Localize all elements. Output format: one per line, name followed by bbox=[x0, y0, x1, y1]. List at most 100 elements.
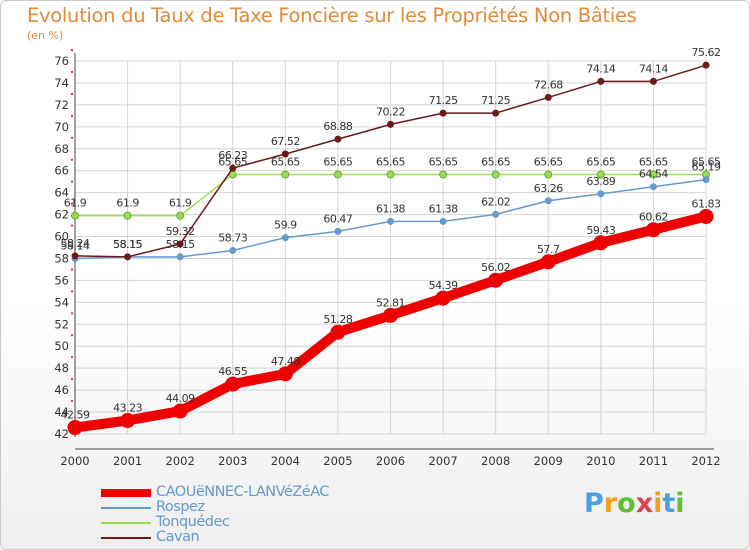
data-label: 72.68 bbox=[534, 78, 563, 91]
data-label: 60.62 bbox=[639, 211, 668, 224]
data-point bbox=[540, 254, 556, 270]
y-minor-tick bbox=[71, 180, 73, 183]
proxiti-logo: Proxiti bbox=[584, 488, 685, 519]
data-label: 75.62 bbox=[692, 46, 721, 59]
data-point bbox=[596, 170, 605, 179]
data-label: 61.9 bbox=[64, 197, 87, 210]
data-point bbox=[172, 403, 188, 419]
data-point bbox=[71, 252, 79, 260]
x-tick-label: 2006 bbox=[376, 454, 405, 468]
y-minor-tick bbox=[71, 92, 73, 95]
data-label: 65.65 bbox=[639, 156, 668, 169]
data-point bbox=[281, 170, 290, 179]
y-minor-tick bbox=[71, 136, 73, 139]
y-tick-label: 48 bbox=[54, 361, 69, 375]
data-label: 66.23 bbox=[218, 149, 247, 162]
legend-label: Cavan bbox=[156, 529, 200, 545]
x-tick-label: 2000 bbox=[60, 454, 89, 468]
data-label: 65.19 bbox=[692, 161, 721, 174]
data-point bbox=[649, 77, 657, 85]
data-label: 65.65 bbox=[586, 156, 615, 169]
y-tick-label: 68 bbox=[54, 142, 69, 156]
data-label: 70.22 bbox=[376, 105, 405, 118]
data-label: 61.38 bbox=[429, 202, 458, 215]
data-point bbox=[225, 376, 241, 392]
data-label: 65.65 bbox=[323, 156, 352, 169]
data-label: 65.65 bbox=[534, 156, 563, 169]
data-point bbox=[124, 253, 132, 261]
y-tick-label: 70 bbox=[54, 120, 69, 134]
data-label: 56.02 bbox=[481, 261, 510, 274]
data-point bbox=[120, 413, 136, 429]
data-point bbox=[597, 77, 605, 85]
data-label: 62.02 bbox=[481, 195, 510, 208]
data-label: 58.15 bbox=[113, 238, 142, 251]
data-point bbox=[330, 324, 346, 340]
logo-letter: r bbox=[603, 488, 618, 519]
y-minor-tick bbox=[71, 114, 73, 117]
legend-swatch bbox=[101, 522, 151, 524]
data-point bbox=[544, 197, 552, 205]
data-point bbox=[439, 109, 447, 117]
chart-subtitle: (en %) bbox=[27, 29, 64, 42]
data-label: 58.15 bbox=[113, 238, 142, 251]
logo-letter: i bbox=[653, 488, 663, 519]
data-point bbox=[649, 183, 657, 191]
data-label: 58.73 bbox=[218, 231, 247, 244]
data-label: 60.47 bbox=[323, 212, 352, 225]
data-label: 42.59 bbox=[61, 409, 90, 422]
y-minor-tick bbox=[71, 334, 73, 337]
x-tick-label: 2005 bbox=[323, 454, 352, 468]
y-tick-label: 42 bbox=[54, 427, 69, 441]
y-minor-tick bbox=[71, 202, 73, 205]
data-point bbox=[698, 208, 714, 224]
logo-letter: o bbox=[617, 488, 636, 519]
data-point bbox=[229, 164, 237, 172]
data-point bbox=[386, 170, 395, 179]
y-tick-label: 60 bbox=[54, 230, 69, 244]
data-point bbox=[544, 170, 553, 179]
data-label: 44.09 bbox=[166, 392, 195, 405]
data-point bbox=[435, 290, 451, 306]
legend-label: CAOUëNNEC-LANVéZéAC bbox=[156, 484, 329, 500]
data-label: 46.55 bbox=[218, 365, 247, 378]
data-label: 61.83 bbox=[692, 197, 721, 210]
data-point bbox=[597, 190, 605, 198]
data-label: 52.81 bbox=[376, 296, 405, 309]
legend-swatch bbox=[101, 489, 151, 497]
y-minor-tick bbox=[71, 268, 73, 271]
x-tick-label: 2004 bbox=[271, 454, 300, 468]
data-point bbox=[439, 217, 447, 225]
x-tick-label: 2003 bbox=[218, 454, 247, 468]
data-label: 74.14 bbox=[639, 62, 668, 75]
data-point bbox=[387, 120, 394, 128]
x-tick-label: 2007 bbox=[428, 454, 457, 468]
data-point bbox=[645, 222, 661, 238]
y-minor-tick bbox=[71, 70, 73, 73]
data-point bbox=[176, 211, 185, 220]
data-label: 58.14 bbox=[61, 239, 90, 252]
y-tick-label: 52 bbox=[54, 317, 69, 331]
y-minor-tick bbox=[71, 312, 73, 315]
y-tick-label: 58 bbox=[54, 251, 69, 265]
data-label: 47.48 bbox=[271, 355, 300, 368]
legend-label: Rospez bbox=[156, 499, 205, 515]
chart-title: Evolution du Taux de Taxe Foncière sur l… bbox=[27, 4, 637, 27]
y-tick-label: 62 bbox=[54, 208, 69, 222]
data-point bbox=[176, 240, 184, 248]
data-label: 58.24 bbox=[61, 237, 90, 250]
data-label: 65.65 bbox=[429, 156, 458, 169]
logo-letter: x bbox=[635, 488, 654, 519]
data-label: 59.9 bbox=[274, 219, 297, 232]
legend-label: Tonquédec bbox=[156, 514, 230, 530]
data-point bbox=[488, 272, 504, 288]
data-point bbox=[333, 170, 342, 179]
y-tick-label: 54 bbox=[54, 295, 69, 309]
data-point bbox=[492, 210, 500, 218]
data-point bbox=[387, 217, 394, 225]
data-label: 43.23 bbox=[113, 402, 142, 415]
x-tick-label: 2009 bbox=[534, 454, 563, 468]
data-label: 57.7 bbox=[537, 243, 560, 256]
